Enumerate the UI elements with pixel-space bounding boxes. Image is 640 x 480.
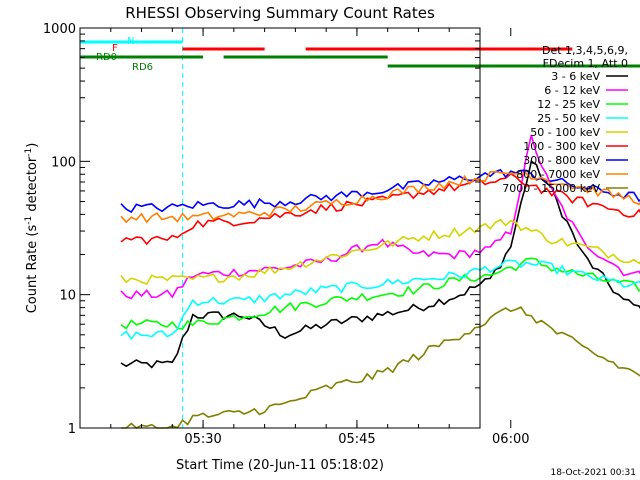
- x-tick-label-2: 06:00: [492, 432, 529, 447]
- legend-entry-label-5: 100 - 300 keV: [523, 140, 600, 153]
- legend-entry-label-2: 12 - 25 keV: [537, 98, 600, 111]
- plot-frame: [79, 27, 481, 429]
- series-line-1: [120, 134, 640, 300]
- series-line-5: [120, 172, 640, 246]
- series-line-8: [121, 306, 640, 429]
- legend-header-0: Det 1,3,4,5,6,9,: [542, 44, 628, 57]
- chart-title: RHESSI Observing Summary Count Rates: [125, 4, 435, 22]
- state-bar-label-f: F: [112, 43, 118, 54]
- legend-entry-label-3: 25 - 50 keV: [537, 112, 600, 125]
- state-bar-label-rd6: RD6: [132, 62, 153, 73]
- x-axis-label: Start Time (20-Jun-11 05:18:02): [176, 458, 384, 473]
- series-line-0: [120, 160, 640, 369]
- series-line-4: [120, 218, 640, 285]
- y-tick-label-3: 1000: [43, 22, 76, 37]
- legend-entry-label-4: 50 - 100 keV: [530, 126, 600, 139]
- series-line-3: [120, 259, 640, 341]
- y-tick-label-2: 100: [51, 155, 76, 170]
- legend-entry-label-1: 6 - 12 keV: [544, 84, 600, 97]
- x-tick-label-0: 05:30: [184, 432, 221, 447]
- state-bar-label-n: N: [127, 36, 134, 47]
- state-bar-label-rd0: RD0: [96, 52, 117, 63]
- plot-area: NFRD0RD605:3005:4506:0006:1506:3006:4511…: [43, 22, 640, 447]
- legend-entry-label-7: 800 - 7000 keV: [516, 168, 600, 181]
- legend-entry-label-0: 3 - 6 keV: [551, 70, 600, 83]
- legend-entry-label-6: 300 - 800 keV: [523, 154, 600, 167]
- legend-entry-label-8: 7000 - 15000 keV: [502, 182, 600, 195]
- legend: Det 1,3,4,5,6,9,FDecim 1, Att 03 - 6 keV…: [502, 44, 628, 195]
- y-axis-label: Count Rate (s-1 detector-1): [24, 143, 40, 314]
- legend-header-1: FDecim 1, Att 0: [543, 57, 628, 70]
- x-tick-label-1: 05:45: [338, 432, 375, 447]
- y-tick-label-0: 1: [68, 422, 76, 437]
- y-tick-label-1: 10: [59, 289, 76, 304]
- series-line-6: [120, 168, 640, 214]
- series-line-7: [120, 170, 640, 224]
- footer-timestamp: 18-Oct-2021 00:31: [551, 468, 636, 478]
- series-line-2: [120, 257, 640, 330]
